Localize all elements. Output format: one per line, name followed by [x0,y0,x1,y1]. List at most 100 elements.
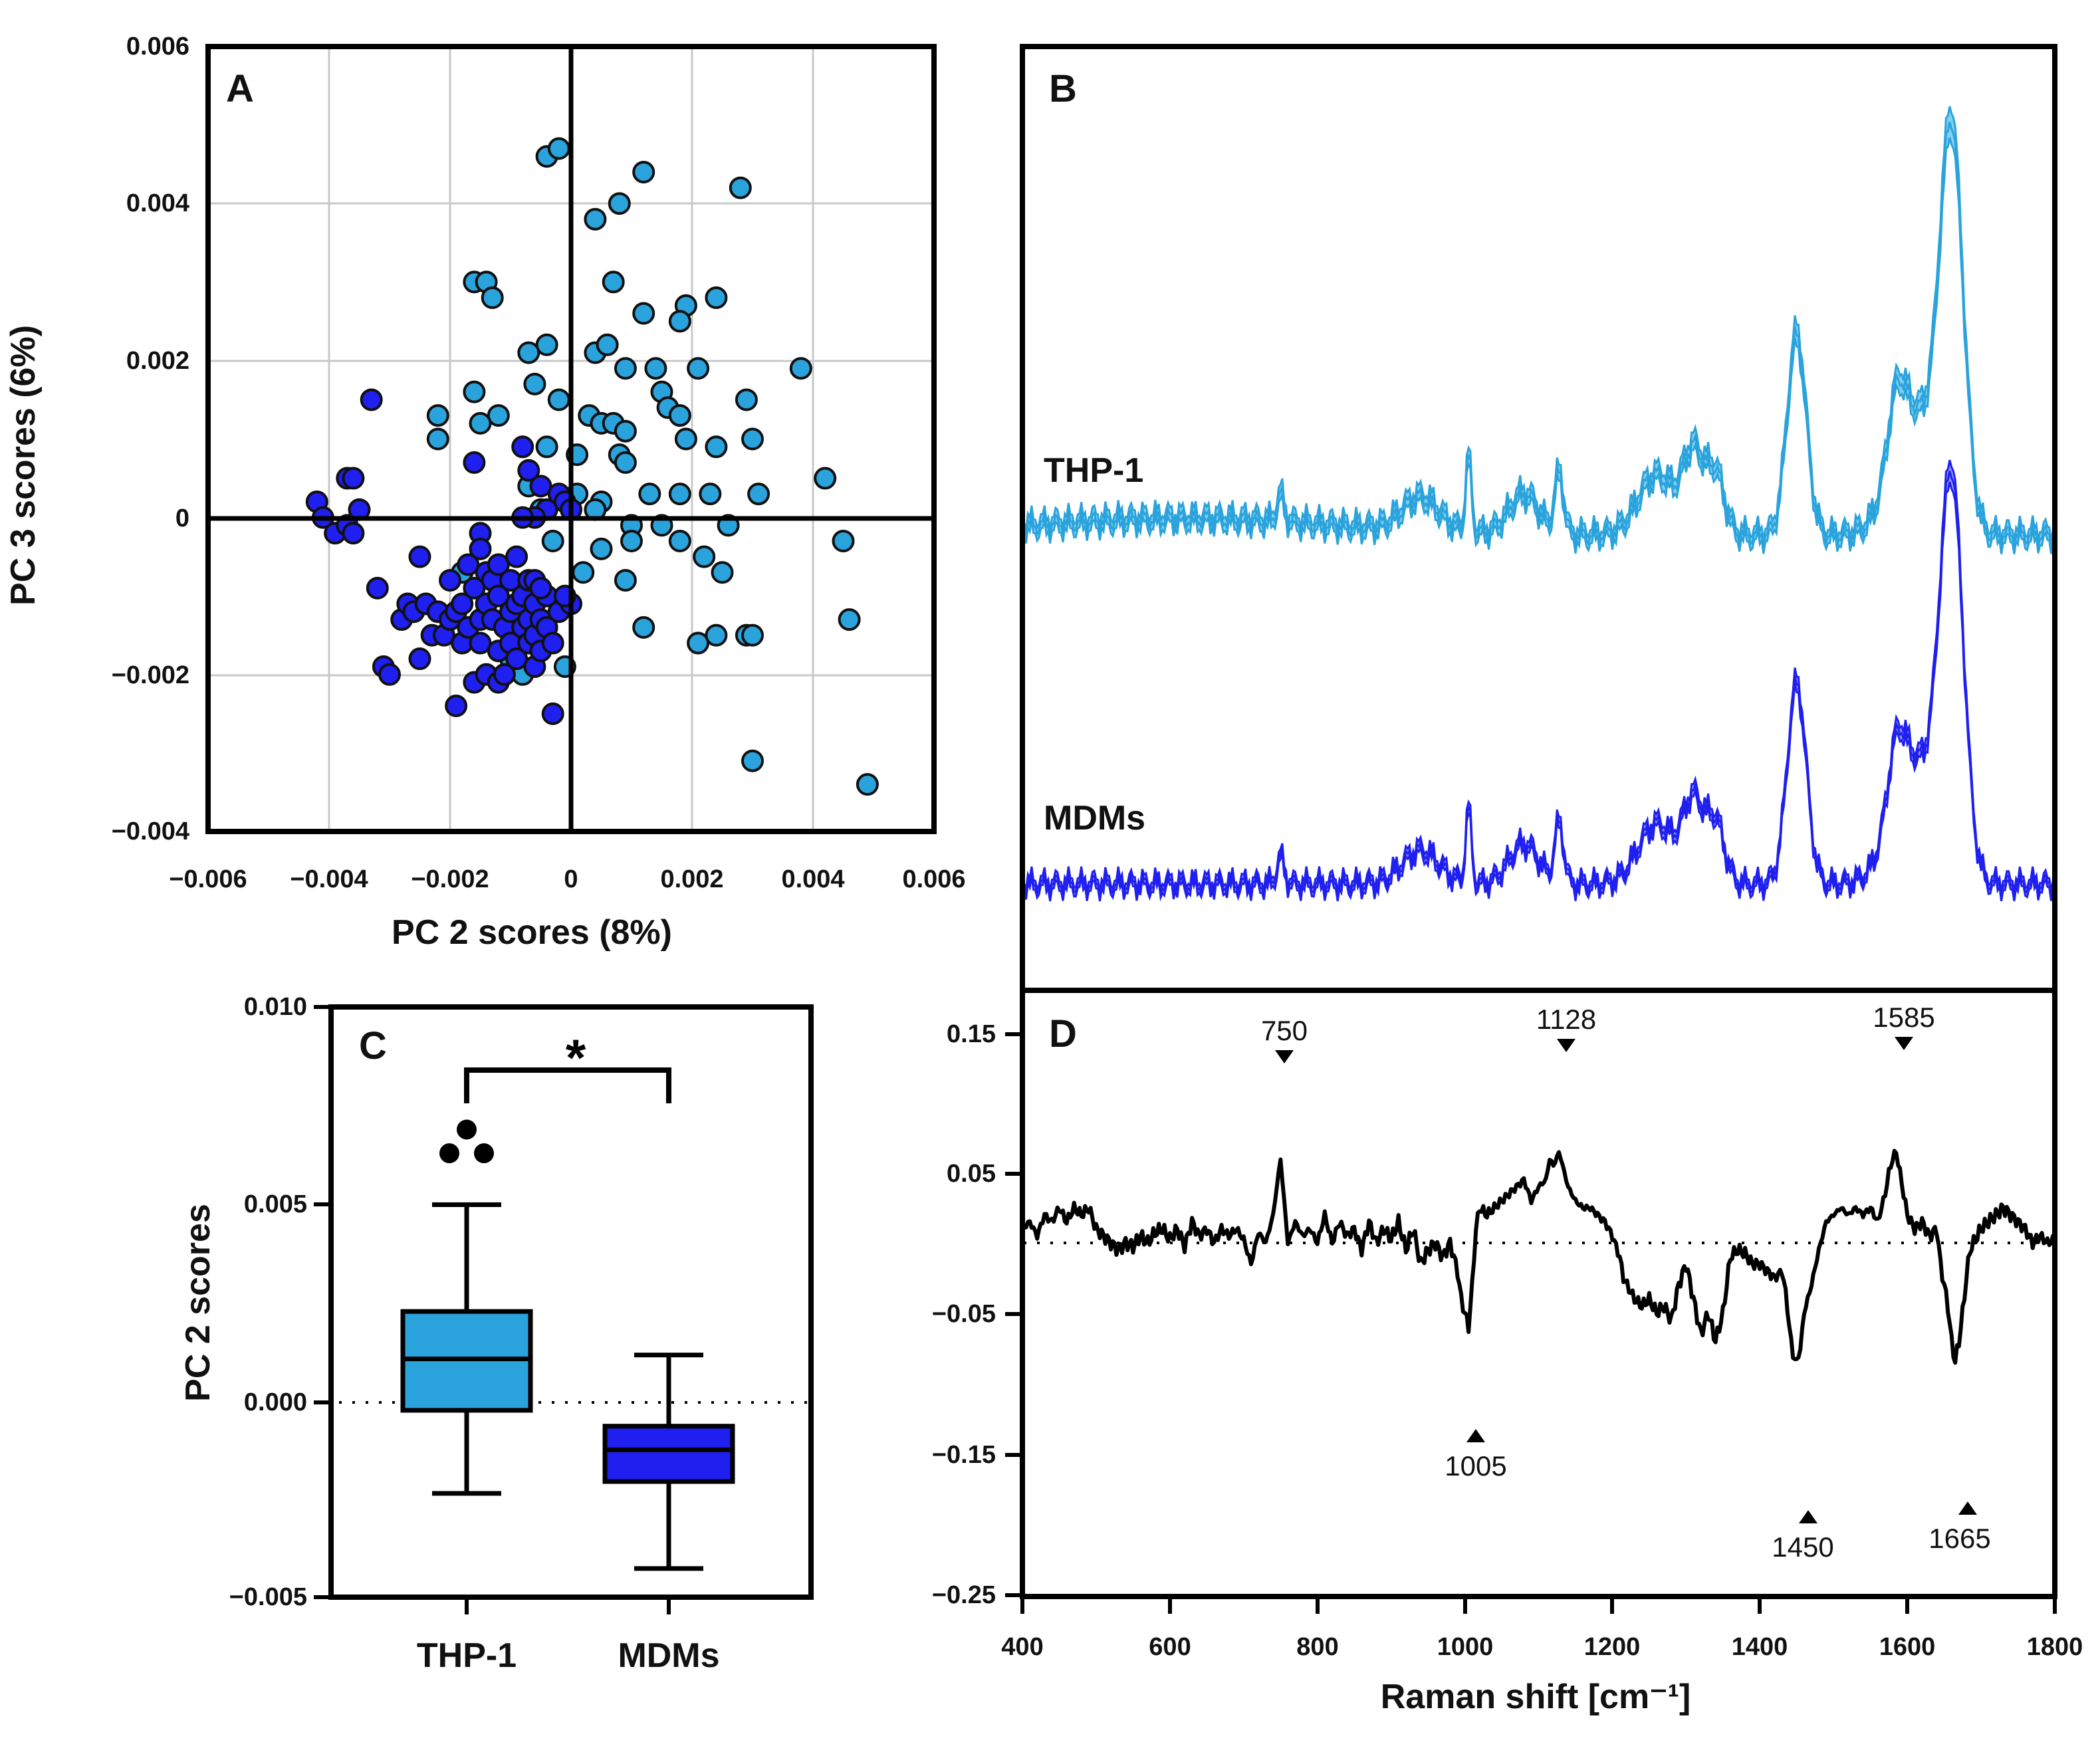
scatter-point-thp1 [469,411,492,435]
annotation-1450-marker [1799,1510,1817,1523]
panel-a-xtick: −0.006 [169,865,247,893]
panel-a-xlabel: PC 2 scores (8%) [392,913,672,952]
scatter-point-thp1 [608,192,631,215]
scatter-point-thp1 [705,435,728,459]
panel-c-ytick: 0.010 [244,993,307,1021]
panel-d-xlabel: Raman shift [cm⁻¹] [1381,1678,1691,1716]
panel-c-ylabel: PC 2 scores [179,1204,217,1402]
scatter-point-mdms [493,663,516,686]
scatter-point-thp1 [535,333,558,356]
scatter-point-thp1 [487,404,510,427]
annotation-1585: 1585 [1873,1002,1934,1033]
panel-b: B THP-1 MDMs [1020,44,2057,993]
scatter-point-thp1 [832,530,855,553]
panel-c-boxes [400,1119,735,1571]
panel-a-yticks: 0.006 0.004 0.002 0 −0.002 −0.004 [112,33,189,845]
scatter-point-mdms [487,584,510,607]
panel-c-yticks [314,1005,671,1614]
panel-d-ytick: −0.25 [932,1581,996,1609]
scatter-point-thp1 [614,451,637,474]
scatter-point-thp1 [687,357,710,380]
scatter-point-thp1 [426,427,449,451]
scatter-point-thp1 [620,530,643,553]
scatter-point-thp1 [596,333,619,356]
panel-d-loadings [1022,1149,2057,1365]
scatter-point-thp1 [517,341,540,364]
scatter-point-thp1 [590,537,613,560]
scatter-point-thp1 [523,372,546,395]
panel-d-tickmarks [1005,1032,2057,1614]
scatter-point-thp1 [729,176,752,199]
panel-d-xtick: 1600 [1879,1633,1936,1661]
scatter-point-mdms [378,663,401,686]
panel-d-xtick: 1000 [1437,1633,1494,1661]
panel-a-xticks: −0.006 −0.004 −0.002 0 0.002 0.004 0.006 [169,865,965,893]
panel-d-ytick: −0.05 [932,1300,996,1328]
annotation-750-marker [1275,1050,1294,1063]
scatter-point-thp1 [632,302,655,325]
scatter-point-thp1 [668,310,691,333]
scatter-point-thp1 [735,388,758,411]
loadings-line [1022,1149,2057,1365]
scatter-point-thp1 [668,483,691,506]
scatter-point-thp1 [789,357,812,380]
thp1-spectrum-line [1022,122,2056,548]
scatter-point-thp1 [687,631,710,655]
panel-d-xtick: 1800 [2027,1633,2083,1661]
scatter-point-mdms [505,545,528,568]
annotation-1005: 1005 [1445,1450,1506,1482]
panel-c-ytick: 0.000 [244,1388,307,1416]
panel-c-frame [328,1004,814,1600]
scatter-point-mdms [487,553,510,576]
box-mdms [602,1424,735,1484]
scatter-point-mdms [408,545,431,568]
scatter-point-mdms [463,451,486,474]
panel-d-xtick: 1200 [1584,1633,1641,1661]
scatter-point-thp1 [668,404,691,427]
annotation-750: 750 [1261,1015,1308,1046]
annotation-1128: 1128 [1536,1004,1596,1035]
significance-bracket [464,1067,671,1103]
scatter-point-thp1 [463,380,486,403]
scatter-point-mdms [457,553,480,576]
panel-a-ytick: −0.002 [112,661,189,689]
scatter-point-mdms [463,576,486,600]
scatter-point-mdms [529,475,552,498]
scatter-point-thp1 [741,749,764,772]
box-outlier-thp1 [474,1143,494,1164]
scatter-point-mdms [541,631,564,655]
scatter-point-thp1 [693,545,716,568]
scatter-point-thp1 [644,357,667,380]
scatter-point-thp1 [705,623,728,647]
panel-c: * C 0.010 0.005 0.000 −0.005 THP-1 MDMs … [179,993,814,1675]
scatter-point-thp1 [614,357,637,380]
scatter-point-thp1 [481,286,504,309]
panel-c-ytick: −0.005 [229,1583,307,1611]
scatter-point-mdms [451,592,474,615]
panel-c-category-mdms: MDMs [618,1636,719,1675]
scatter-point-thp1 [632,615,655,639]
panel-d-frame [1020,988,2057,1599]
scatter-point-mdms [469,537,492,560]
box-outlier-thp1 [439,1143,459,1164]
scatter-point-thp1 [856,773,879,796]
panel-a-xtick: 0.002 [660,865,723,893]
panel-a-ylabel: PC 3 scores (6%) [4,325,43,606]
panel-a-xtick: 0.006 [902,865,965,893]
scatter-point-thp1 [426,404,449,427]
scatter-point-thp1 [838,608,861,631]
panel-c-label: C [359,1024,387,1067]
scatter-point-mdms [360,388,383,411]
panel-a-ytick: 0 [175,504,189,532]
panel-d-annotations: 750 1128 1585 1005 1450 1665 [1261,1002,1991,1563]
scatter-point-mdms [342,522,365,545]
panel-d-ytick: 0.05 [947,1160,996,1188]
scatter-point-mdms [529,576,552,600]
panel-c-significance: * [464,1028,671,1103]
scatter-point-mdms [469,631,492,655]
scatter-point-mdms [505,647,528,671]
panel-a: A 0.006 0.004 0.002 0 −0.002 −0.004 −0.0… [4,33,966,952]
scatter-point-thp1 [584,207,607,231]
scatter-point-mdms [445,695,468,718]
